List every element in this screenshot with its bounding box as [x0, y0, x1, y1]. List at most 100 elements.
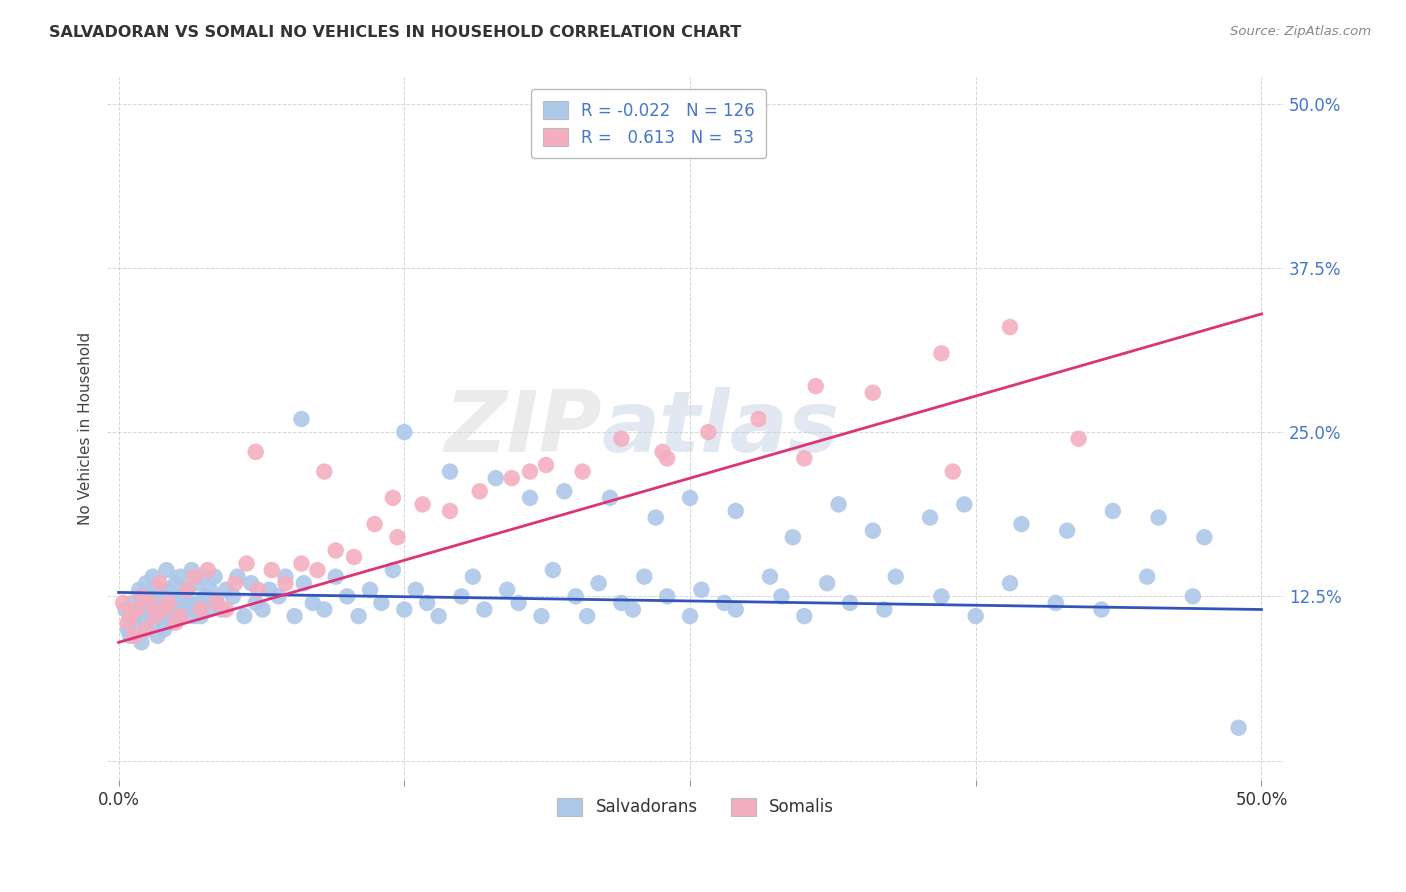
- Salvadorans: [405, 582, 427, 597]
- Salvadorans: [472, 602, 495, 616]
- Somalis: [260, 563, 283, 577]
- Salvadorans: [1136, 569, 1159, 583]
- Salvadorans: [827, 497, 849, 511]
- Salvadorans: [150, 582, 173, 597]
- Salvadorans: [142, 569, 165, 583]
- Somalis: [931, 346, 953, 360]
- Somalis: [157, 596, 180, 610]
- Salvadorans: [1147, 510, 1170, 524]
- Salvadorans: [162, 609, 184, 624]
- Salvadorans: [146, 629, 169, 643]
- Somalis: [1067, 432, 1090, 446]
- Salvadorans: [610, 596, 633, 610]
- Somalis: [112, 596, 135, 610]
- Somalis: [942, 465, 965, 479]
- Somalis: [205, 596, 228, 610]
- Salvadorans: [259, 582, 281, 597]
- Salvadorans: [167, 609, 190, 624]
- Salvadorans: [918, 510, 941, 524]
- Somalis: [125, 602, 148, 616]
- Salvadorans: [209, 602, 232, 616]
- Somalis: [165, 615, 187, 630]
- Salvadorans: [1045, 596, 1067, 610]
- Salvadorans: [931, 590, 953, 604]
- Somalis: [307, 563, 329, 577]
- Salvadorans: [155, 602, 177, 616]
- Salvadorans: [519, 491, 541, 505]
- Salvadorans: [621, 602, 644, 616]
- Salvadorans: [179, 596, 201, 610]
- Salvadorans: [215, 582, 238, 597]
- Salvadorans: [873, 602, 896, 616]
- Salvadorans: [461, 569, 484, 583]
- Somalis: [235, 557, 257, 571]
- Somalis: [143, 609, 166, 624]
- Salvadorans: [194, 590, 217, 604]
- Salvadorans: [302, 596, 325, 610]
- Salvadorans: [1227, 721, 1250, 735]
- Salvadorans: [135, 622, 157, 636]
- Salvadorans: [815, 576, 838, 591]
- Salvadorans: [143, 582, 166, 597]
- Somalis: [314, 465, 336, 479]
- Salvadorans: [439, 465, 461, 479]
- Somalis: [468, 484, 491, 499]
- Somalis: [176, 582, 198, 597]
- Salvadorans: [187, 596, 209, 610]
- Salvadorans: [176, 582, 198, 597]
- Salvadorans: [114, 602, 136, 616]
- Salvadorans: [153, 622, 176, 636]
- Salvadorans: [541, 563, 564, 577]
- Somalis: [149, 576, 172, 591]
- Salvadorans: [690, 582, 713, 597]
- Salvadorans: [290, 412, 312, 426]
- Salvadorans: [204, 569, 226, 583]
- Salvadorans: [252, 602, 274, 616]
- Salvadorans: [450, 590, 472, 604]
- Salvadorans: [142, 615, 165, 630]
- Somalis: [183, 569, 205, 583]
- Somalis: [998, 320, 1021, 334]
- Salvadorans: [136, 596, 159, 610]
- Somalis: [117, 615, 139, 630]
- Salvadorans: [416, 596, 439, 610]
- Somalis: [748, 412, 770, 426]
- Salvadorans: [644, 510, 666, 524]
- Somalis: [169, 609, 191, 624]
- Salvadorans: [118, 629, 141, 643]
- Somalis: [224, 576, 246, 591]
- Salvadorans: [953, 497, 976, 511]
- Salvadorans: [135, 576, 157, 591]
- Salvadorans: [782, 530, 804, 544]
- Somalis: [519, 465, 541, 479]
- Salvadorans: [186, 576, 208, 591]
- Salvadorans: [165, 576, 187, 591]
- Somalis: [135, 622, 157, 636]
- Salvadorans: [190, 609, 212, 624]
- Salvadorans: [180, 563, 202, 577]
- Salvadorans: [292, 576, 315, 591]
- Salvadorans: [197, 602, 219, 616]
- Somalis: [862, 385, 884, 400]
- Salvadorans: [149, 609, 172, 624]
- Salvadorans: [724, 602, 747, 616]
- Somalis: [363, 517, 385, 532]
- Salvadorans: [183, 609, 205, 624]
- Somalis: [245, 445, 267, 459]
- Salvadorans: [884, 569, 907, 583]
- Salvadorans: [128, 582, 150, 597]
- Salvadorans: [139, 609, 162, 624]
- Salvadorans: [770, 590, 793, 604]
- Salvadorans: [576, 609, 599, 624]
- Salvadorans: [657, 590, 679, 604]
- Salvadorans: [564, 590, 586, 604]
- Somalis: [190, 602, 212, 616]
- Salvadorans: [172, 590, 194, 604]
- Somalis: [534, 458, 557, 472]
- Salvadorans: [496, 582, 519, 597]
- Salvadorans: [205, 596, 228, 610]
- Salvadorans: [599, 491, 621, 505]
- Salvadorans: [160, 596, 183, 610]
- Salvadorans: [724, 504, 747, 518]
- Somalis: [651, 445, 673, 459]
